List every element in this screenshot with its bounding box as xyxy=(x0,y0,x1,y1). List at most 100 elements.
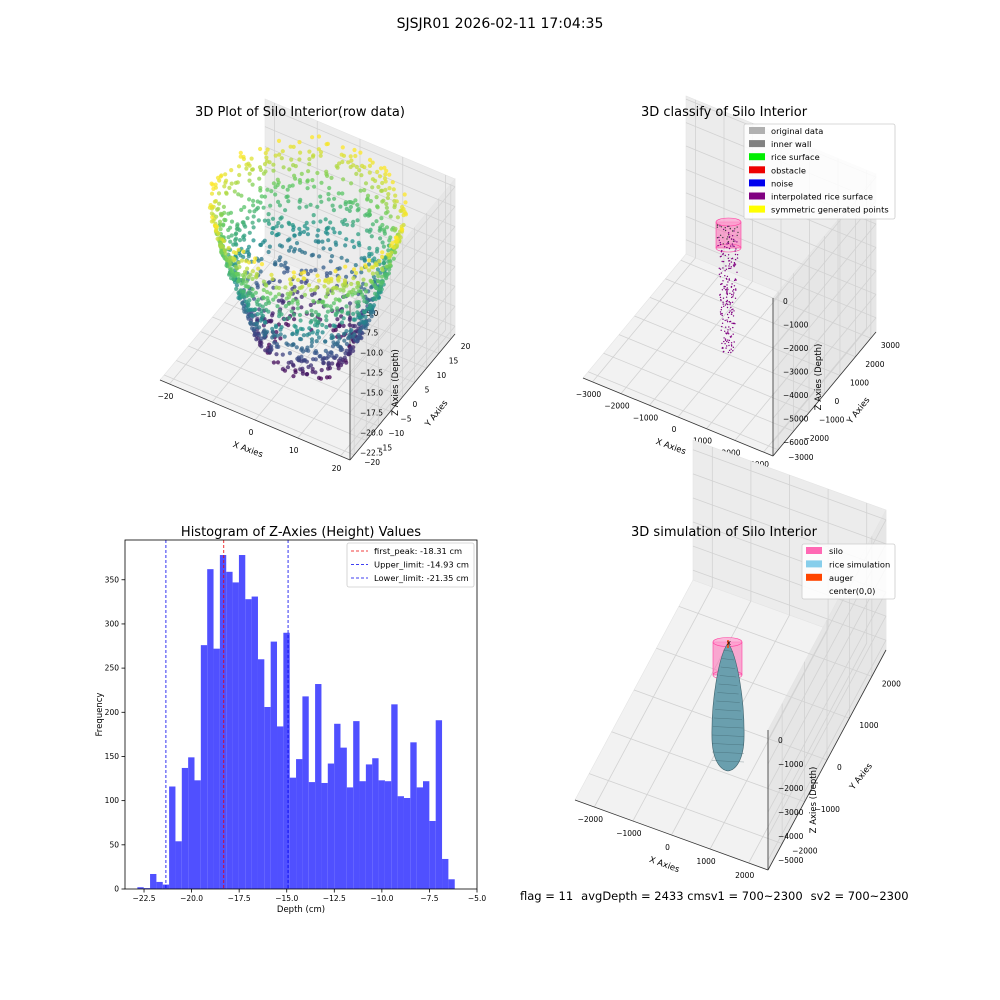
data-point xyxy=(367,157,373,162)
data-point xyxy=(726,293,728,296)
data-point xyxy=(379,266,385,271)
y-grid xyxy=(680,259,872,339)
data-point xyxy=(390,180,395,185)
data-point xyxy=(726,306,729,309)
data-point xyxy=(285,194,290,199)
data-point xyxy=(271,168,276,173)
x-tick-label: −20 xyxy=(158,392,174,401)
legend-label: first_peak: -18.31 cm xyxy=(374,546,462,556)
data-point xyxy=(343,243,348,248)
data-point xyxy=(350,200,355,205)
data-point xyxy=(308,302,313,308)
data-point xyxy=(720,299,722,301)
histogram-bar xyxy=(403,797,411,889)
data-point xyxy=(221,204,226,209)
data-point xyxy=(726,284,728,286)
data-point xyxy=(282,270,287,275)
x-tick-label: 2000 xyxy=(735,871,754,880)
data-point xyxy=(267,300,272,305)
data-point xyxy=(283,208,288,213)
data-point xyxy=(731,243,734,245)
data-point xyxy=(378,236,383,241)
data-point xyxy=(337,230,342,235)
histogram-bar xyxy=(315,684,322,889)
rice-surface xyxy=(711,642,745,772)
data-point xyxy=(215,236,220,241)
data-point xyxy=(234,286,239,291)
y-tick-label: 1000 xyxy=(859,721,878,730)
data-point xyxy=(323,279,328,284)
data-point xyxy=(266,212,271,217)
data-point xyxy=(268,203,273,208)
data-point xyxy=(222,217,227,222)
data-point xyxy=(354,329,359,334)
data-point xyxy=(278,332,283,337)
data-point xyxy=(724,285,726,288)
data-point xyxy=(334,353,339,358)
data-point xyxy=(315,329,320,334)
data-point xyxy=(731,258,733,260)
data-point xyxy=(374,195,379,200)
data-point xyxy=(330,203,335,208)
data-point xyxy=(319,199,324,204)
data-point xyxy=(222,248,227,253)
data-point xyxy=(727,257,729,260)
data-point xyxy=(730,351,732,354)
data-point xyxy=(336,191,341,196)
data-point xyxy=(333,297,338,302)
data-point xyxy=(354,164,359,170)
data-point xyxy=(328,247,333,252)
data-point xyxy=(338,356,343,361)
z-tick-label: −15.0 xyxy=(360,388,383,397)
x-tick-label: −5.0 xyxy=(468,894,486,903)
data-point xyxy=(288,281,293,286)
data-point xyxy=(305,372,310,377)
data-point xyxy=(270,313,275,318)
data-point xyxy=(271,162,276,167)
data-point xyxy=(269,344,274,349)
data-point xyxy=(275,333,280,338)
data-point xyxy=(278,327,283,332)
data-point xyxy=(255,199,260,204)
data-point xyxy=(362,257,367,262)
data-point xyxy=(333,311,338,316)
data-point xyxy=(348,204,353,210)
z-grid xyxy=(772,247,877,372)
data-point xyxy=(345,258,350,263)
data-point xyxy=(237,238,243,243)
mesh-line xyxy=(716,700,740,703)
legend-swatch xyxy=(749,166,765,174)
data-point xyxy=(248,272,253,277)
data-point xyxy=(237,264,242,270)
data-point xyxy=(308,202,313,207)
data-point xyxy=(350,223,355,228)
data-point xyxy=(733,310,735,312)
data-point xyxy=(734,253,737,256)
data-point xyxy=(727,341,730,344)
histogram-bar xyxy=(270,641,278,889)
legend-label: rice surface xyxy=(771,152,820,162)
histogram-bar xyxy=(423,781,430,889)
legend-swatch xyxy=(806,547,822,554)
data-point xyxy=(383,211,389,216)
data-point xyxy=(730,342,733,344)
data-point xyxy=(297,157,302,162)
data-point xyxy=(319,180,324,185)
data-point xyxy=(342,280,348,285)
z-tick-label: −17.5 xyxy=(360,408,383,417)
data-point xyxy=(217,219,223,224)
data-point xyxy=(732,296,734,298)
data-point xyxy=(728,263,731,265)
data-point xyxy=(310,135,315,140)
data-point xyxy=(305,332,310,337)
data-point xyxy=(305,179,310,184)
x-tick-label: −17.5 xyxy=(228,894,251,903)
histogram-bar xyxy=(384,781,392,889)
data-point xyxy=(370,271,375,276)
data-point xyxy=(362,299,367,304)
data-point xyxy=(237,278,242,283)
data-point xyxy=(338,287,343,292)
data-point xyxy=(238,154,243,159)
data-point xyxy=(736,254,739,256)
data-point xyxy=(307,162,312,167)
